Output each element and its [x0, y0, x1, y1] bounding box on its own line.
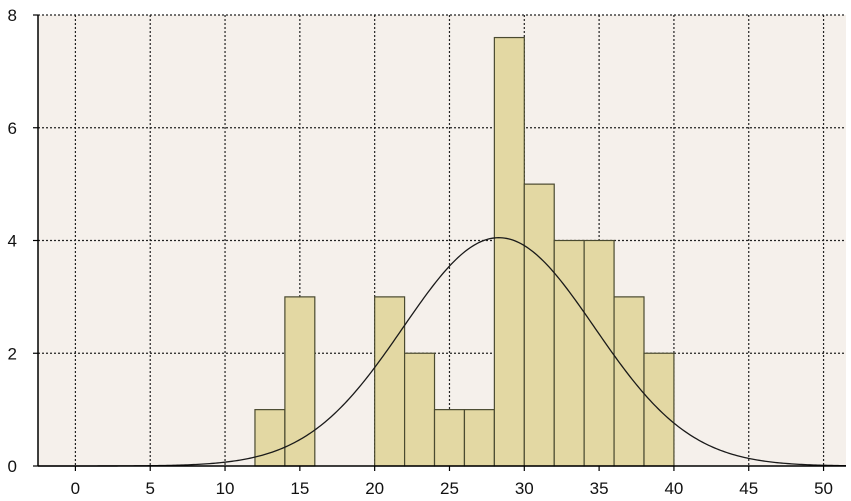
y-tick-label: 4 [8, 232, 17, 251]
x-tick-label: 15 [290, 479, 309, 498]
histogram-bar [463, 409, 495, 467]
histogram-bar [254, 409, 286, 467]
histogram-bar [523, 183, 555, 467]
x-tick-label: 0 [71, 479, 80, 498]
y-tick-label: 2 [8, 344, 17, 363]
histogram-bar [284, 296, 316, 467]
histogram-bar [613, 296, 645, 467]
y-tick-label: 0 [8, 457, 17, 476]
y-tick-label: 6 [8, 119, 17, 138]
histogram-bar [403, 352, 436, 467]
x-tick-label: 30 [515, 479, 534, 498]
x-tick-label: 35 [590, 479, 609, 498]
histogram-bar [493, 36, 525, 467]
x-tick-label: 50 [814, 479, 833, 498]
histogram-bar [374, 296, 406, 467]
y-tick-labels: 0 2 4 6 8 [8, 6, 17, 476]
x-tick-label: 5 [145, 479, 154, 498]
histogram-bar [433, 409, 466, 467]
x-tick-label: 40 [664, 479, 683, 498]
x-tick-label: 10 [216, 479, 235, 498]
histogram-bar [583, 239, 615, 467]
axes [33, 14, 846, 471]
x-tick-label: 25 [440, 479, 459, 498]
histogram-bar [553, 239, 585, 467]
y-tick-label: 8 [8, 6, 17, 25]
x-tick-label: 45 [739, 479, 758, 498]
histogram-bars [254, 36, 675, 467]
x-tick-label: 20 [365, 479, 384, 498]
x-tick-labels: 0 5 10 15 20 25 30 35 40 45 50 [71, 479, 833, 498]
